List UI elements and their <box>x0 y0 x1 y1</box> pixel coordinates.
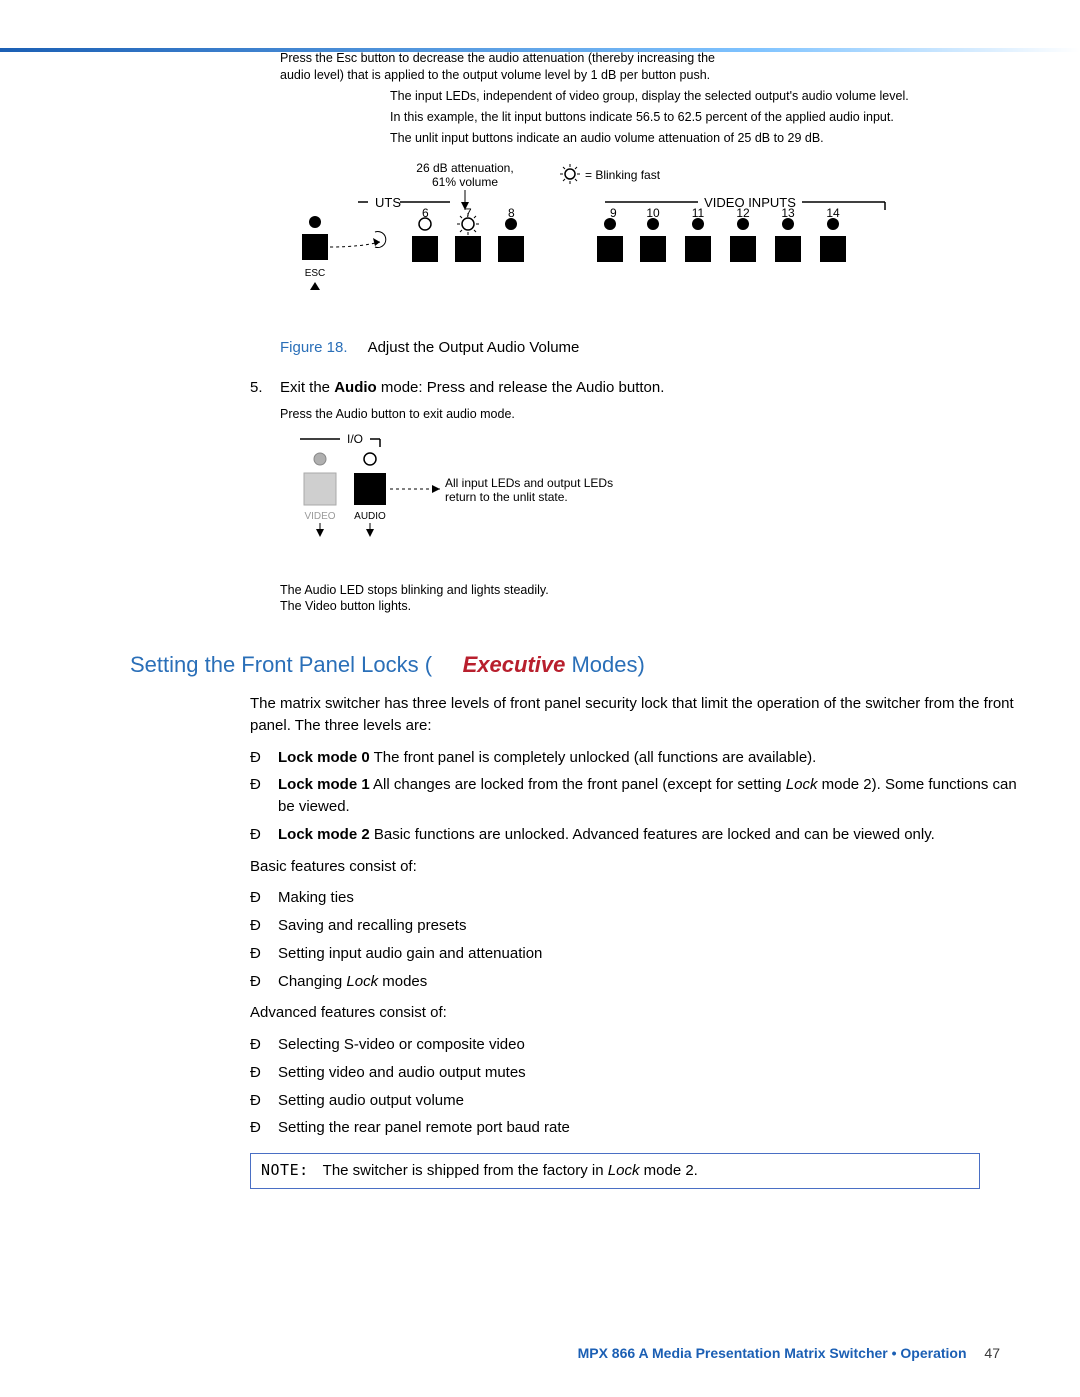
section-heading: Setting the Front Panel Locks ( Executiv… <box>130 649 1020 681</box>
list-item: ÐSelecting S-video or composite video <box>250 1034 1020 1056</box>
svg-text:VIDEO: VIDEO <box>304 511 335 522</box>
svg-text:10: 10 <box>646 206 660 220</box>
step-5: 5. Exit the Audio mode: Press and releas… <box>250 377 1020 399</box>
diag1-caption-line3: The input LEDs, independent of video gro… <box>390 88 1020 105</box>
step5-note: Press the Audio button to exit audio mod… <box>280 405 1020 423</box>
diag1-caption-line1: Press the Esc button to decrease the aud… <box>280 50 1020 67</box>
adv-list: ÐSelecting S-video or composite video ÐS… <box>250 1034 1020 1139</box>
svg-text:14: 14 <box>826 206 840 220</box>
svg-text:12: 12 <box>736 206 750 220</box>
list-item: ÐMaking ties <box>250 887 1020 909</box>
lock-mode-0: Ð Lock mode 0 The front panel is complet… <box>250 747 1020 769</box>
step-text: Exit the Audio mode: Press and release t… <box>280 377 664 399</box>
list-item: ÐChanging Lock modes <box>250 971 1020 993</box>
svg-text:I/O: I/O <box>347 432 363 446</box>
section-body: The matrix switcher has three levels of … <box>250 693 1020 1139</box>
page-footer: MPX 866 A Media Presentation Matrix Swit… <box>578 1343 1000 1363</box>
diagram-volume: Press the Esc button to decrease the aud… <box>280 50 1020 319</box>
note-box: NOTE: The switcher is shipped from the f… <box>250 1153 980 1189</box>
list-item: ÐSetting the rear panel remote port baud… <box>250 1117 1020 1139</box>
svg-text:26 dB attenuation,: 26 dB attenuation, <box>416 161 513 175</box>
svg-text:All input LEDs and output LEDs: All input LEDs and output LEDs <box>445 476 613 490</box>
svg-text:ESC: ESC <box>305 268 326 279</box>
list-item: ÐSaving and recalling presets <box>250 915 1020 937</box>
svg-text:UTS: UTS <box>375 195 401 210</box>
note-label: NOTE: <box>261 1160 309 1182</box>
list-item: ÐSetting audio output volume <box>250 1090 1020 1112</box>
list-item: ÐSetting input audio gain and attenuatio… <box>250 943 1020 965</box>
svg-text:13: 13 <box>781 206 795 220</box>
svg-text:= Blinking fast: = Blinking fast <box>585 168 661 182</box>
step-number: 5. <box>250 377 268 399</box>
basic-intro: Basic features consist of: <box>250 856 1020 878</box>
diag1-caption-line5: The unlit input buttons indicate an audi… <box>390 130 1020 147</box>
lock-mode-list: Ð Lock mode 0 The front panel is complet… <box>250 747 1020 846</box>
diagram1-svg: 26 dB attenuation, 61% volume = Blinkin <box>280 152 980 312</box>
diagram2-svg: I/O All input LEDs and output LEDs retur… <box>280 429 780 569</box>
lock-mode-2: Ð Lock mode 2 Basic functions are unlock… <box>250 824 1020 846</box>
svg-text:9: 9 <box>610 206 617 220</box>
diag2-foot2: The Video button lights. <box>280 598 1020 615</box>
list-item: ÐSetting video and audio output mutes <box>250 1062 1020 1084</box>
diag2-foot1: The Audio LED stops blinking and lights … <box>280 582 1020 599</box>
figure-number: Figure 18. <box>280 339 348 356</box>
intro-paragraph: The matrix switcher has three levels of … <box>250 693 1020 737</box>
footer-title: MPX 866 A Media Presentation Matrix Swit… <box>578 1345 967 1361</box>
svg-text:return to the unlit state.: return to the unlit state. <box>445 490 568 504</box>
page-number: 47 <box>984 1345 1000 1361</box>
figure-caption: Figure 18. Adjust the Output Audio Volum… <box>280 337 1020 359</box>
diagram-audio-exit: I/O All input LEDs and output LEDs retur… <box>280 429 1020 576</box>
figure-title: Adjust the Output Audio Volume <box>368 339 580 356</box>
svg-text:61% volume: 61% volume <box>432 175 498 189</box>
adv-intro: Advanced features consist of: <box>250 1002 1020 1024</box>
header-rule <box>0 48 1080 52</box>
svg-text:8: 8 <box>508 206 515 220</box>
diag1-caption-line4: In this example, the lit input buttons i… <box>390 109 1020 126</box>
note-text: The switcher is shipped from the factory… <box>323 1160 698 1182</box>
diag1-caption-line2: audio level) that is applied to the outp… <box>280 67 1020 84</box>
lock-mode-1: Ð Lock mode 1 All changes are locked fro… <box>250 774 1020 818</box>
svg-text:11: 11 <box>692 206 705 220</box>
svg-text:AUDIO: AUDIO <box>354 511 386 522</box>
basic-list: ÐMaking ties ÐSaving and recalling prese… <box>250 887 1020 992</box>
